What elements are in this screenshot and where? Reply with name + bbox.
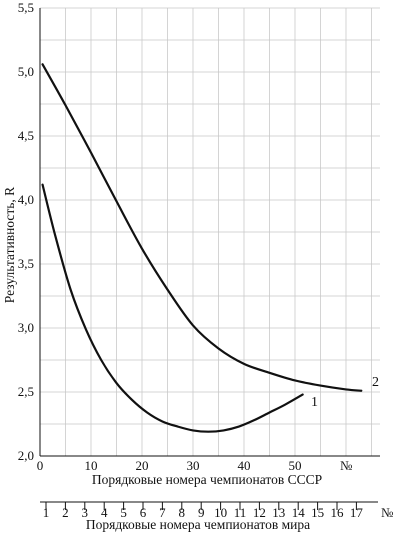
x-tick-label: 50 — [289, 458, 302, 473]
x2-tick-label: 6 — [140, 505, 147, 520]
x2-tick-label: 16 — [331, 505, 345, 520]
curve-label-2: 2 — [372, 375, 379, 390]
x2-tick-label: 9 — [198, 505, 205, 520]
x2-tick-label: 12 — [253, 505, 266, 520]
x-tick-label: 30 — [187, 458, 200, 473]
x2-axis-label: Порядковые номера чемпионатов мира — [86, 517, 310, 532]
y-tick-label: 5,0 — [18, 64, 34, 79]
x2-tick-label: 3 — [82, 505, 89, 520]
axes — [39, 8, 380, 510]
x2-tick-label: 13 — [272, 505, 285, 520]
x-axis-label: Порядковые номера чемпионатов СССР — [92, 472, 322, 487]
y-axis-label: Результативность, R — [2, 187, 17, 303]
x-tick-label: 20 — [136, 458, 149, 473]
curves — [41, 63, 363, 433]
x2-tick-label: 5 — [120, 505, 127, 520]
series-line-2 — [41, 63, 363, 392]
x2-axis-end-label: № — [381, 505, 393, 520]
y-tick-label: 4,5 — [18, 128, 34, 143]
x2-tick-label: 11 — [234, 505, 247, 520]
x-tick-label: 0 — [37, 458, 44, 473]
x-axis-end-label: № — [340, 458, 352, 473]
tick-labels: 2,02,53,03,54,04,55,05,50 10 20 30 40 501 2 3 4 5… — [18, 0, 364, 520]
y-tick-label: 2,5 — [18, 384, 34, 399]
x2-tick-label: 8 — [179, 505, 186, 520]
y-tick-label: 4,0 — [18, 192, 34, 207]
x2-tick-label: 10 — [214, 505, 227, 520]
y-tick-label: 5,5 — [18, 0, 34, 15]
y-tick-label: 2,0 — [18, 448, 34, 463]
grid — [40, 7, 380, 456]
x2-tick-label: 15 — [311, 505, 324, 520]
x2-tick-label: 2 — [62, 505, 69, 520]
x-tick-label: 40 — [238, 458, 251, 473]
x2-tick-label: 7 — [159, 505, 166, 520]
x2-tick-label: 14 — [292, 505, 306, 520]
x2-tick-label: 1 — [43, 505, 50, 520]
x2-tick-label: 17 — [350, 505, 364, 520]
x2-tick-label: 4 — [101, 505, 108, 520]
curve-label-1: 1 — [311, 395, 318, 410]
y-tick-label: 3,5 — [18, 256, 34, 271]
y-tick-label: 3,0 — [18, 320, 34, 335]
x-tick-label: 10 — [85, 458, 98, 473]
series-line-1 — [41, 183, 304, 433]
